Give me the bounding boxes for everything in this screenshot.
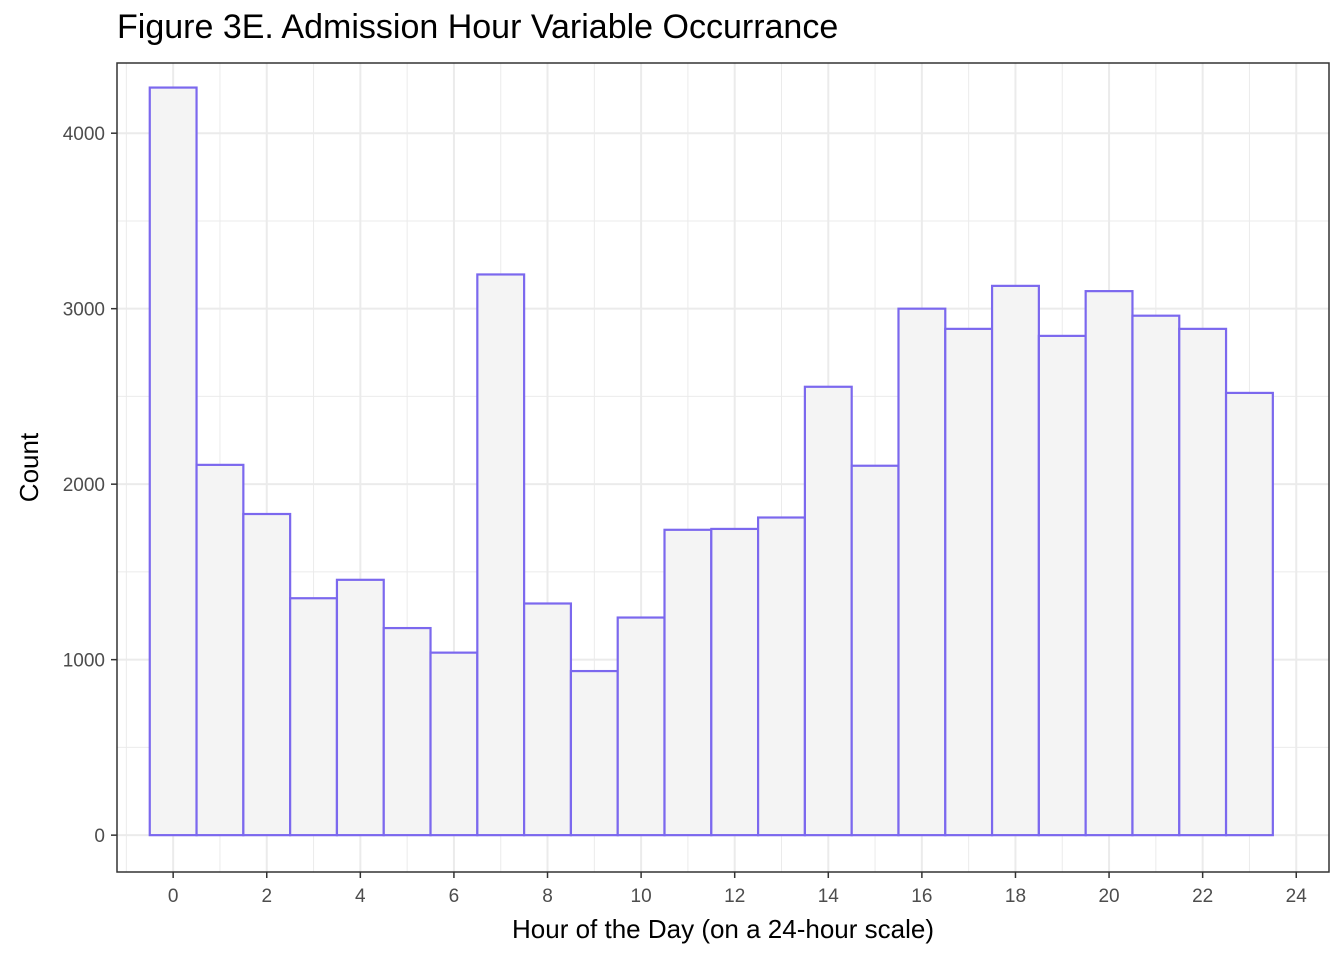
y-axis-title: Count	[14, 432, 44, 502]
histogram-bar-hour-5	[382, 626, 432, 837]
x-tick-label: 0	[168, 886, 179, 907]
histogram-bar-hour-22	[1178, 327, 1228, 837]
x-tick-label: 12	[724, 886, 745, 907]
x-tick-label: 14	[818, 886, 840, 907]
x-tick-label: 6	[449, 886, 460, 907]
x-axis-title: Hour of the Day (on a 24-hour scale)	[512, 914, 934, 944]
x-tick-label: 8	[542, 886, 553, 907]
histogram-bar-hour-21	[1131, 314, 1181, 837]
histogram-bar-hour-20	[1084, 290, 1134, 837]
x-tick-label: 20	[1098, 886, 1119, 907]
histogram-bar-hour-11	[663, 528, 713, 837]
y-tick-label: 4000	[63, 124, 105, 145]
histogram-bar-hour-1	[195, 463, 245, 837]
x-tick-label: 4	[355, 886, 366, 907]
histogram-bar-hour-3	[289, 597, 339, 837]
x-tick-label: 16	[911, 886, 932, 907]
histogram-bar-hour-10	[616, 616, 666, 837]
histogram-bar-hour-18	[990, 284, 1040, 837]
x-axis-ticks: 0 2 4 6 8 10 12 14 16 18 20 22 24	[168, 872, 1307, 907]
histogram-bar-hour-0	[148, 86, 198, 837]
y-axis-ticks: 0 1000 2000 3000 4000	[63, 124, 117, 847]
x-tick-label: 22	[1192, 886, 1213, 907]
y-tick-label: 3000	[63, 300, 105, 321]
histogram-bar-hour-14	[803, 385, 853, 837]
chart-title: Figure 3E. Admission Hour Variable Occur…	[117, 8, 839, 46]
histogram-bar-hour-2	[242, 512, 292, 837]
x-tick-label: 24	[1286, 886, 1308, 907]
histogram-bar-hour-23	[1224, 391, 1274, 837]
histogram-bar-hour-6	[429, 651, 479, 837]
histogram-bars	[148, 86, 1274, 837]
y-tick-label: 2000	[63, 475, 105, 496]
histogram-bar-hour-13	[756, 516, 806, 837]
histogram-bar-hour-7	[476, 273, 526, 837]
histogram-bar-hour-15	[850, 464, 900, 837]
y-tick-label: 0	[94, 826, 105, 847]
x-tick-label: 2	[261, 886, 272, 907]
panel-border	[116, 62, 1330, 873]
histogram-bar-hour-12	[710, 527, 760, 837]
x-tick-label: 10	[631, 886, 652, 907]
x-tick-label: 18	[1005, 886, 1026, 907]
histogram-bar-hour-4	[335, 578, 385, 837]
histogram-bar-hour-8	[523, 602, 573, 837]
histogram-bar-hour-9	[569, 669, 619, 837]
y-tick-label: 1000	[63, 651, 105, 672]
histogram-bar-hour-16	[897, 307, 947, 837]
histogram-bar-hour-17	[944, 327, 994, 837]
histogram-bar-hour-19	[1037, 334, 1087, 837]
